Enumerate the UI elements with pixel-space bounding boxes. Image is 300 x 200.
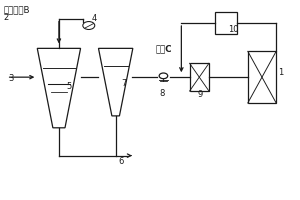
Text: 10: 10 xyxy=(228,25,238,34)
Bar xyxy=(215,12,237,34)
Text: 5: 5 xyxy=(66,82,72,91)
Text: 药剂C: 药剂C xyxy=(156,44,172,53)
Text: 4: 4 xyxy=(92,14,97,23)
Bar xyxy=(190,63,209,91)
Bar xyxy=(248,51,276,103)
Text: 组合药剂B: 组合药剂B xyxy=(4,6,30,15)
Text: 6: 6 xyxy=(118,157,124,166)
Text: 2: 2 xyxy=(4,13,9,22)
Text: 7: 7 xyxy=(122,79,127,88)
Text: 8: 8 xyxy=(159,89,164,98)
Text: 3: 3 xyxy=(8,74,14,83)
Text: 9: 9 xyxy=(198,90,203,99)
Text: 1: 1 xyxy=(278,68,283,77)
